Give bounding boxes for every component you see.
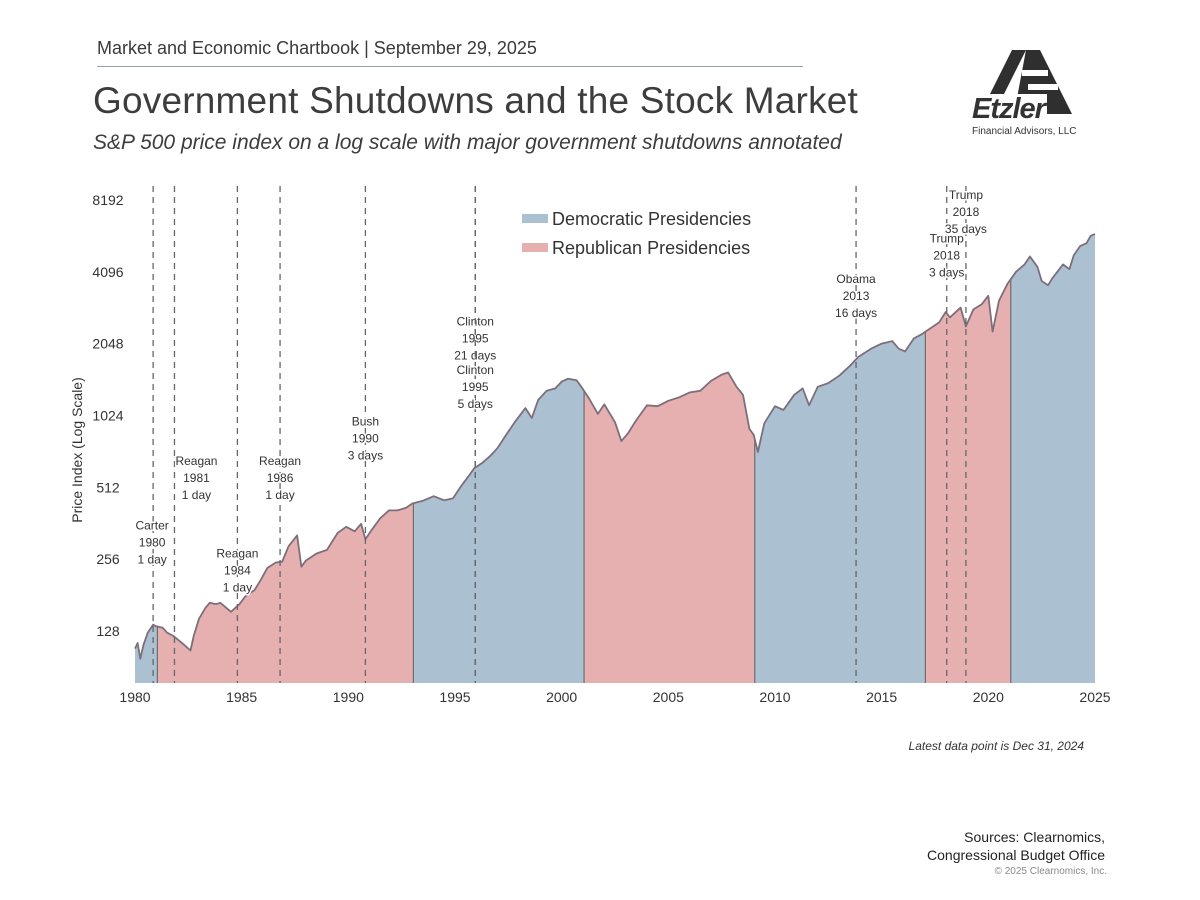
shutdown-label: 1 day — [182, 488, 211, 502]
x-tick-label: 2020 — [973, 689, 1004, 705]
latest-data-note: Latest data point is Dec 31, 2024 — [908, 739, 1084, 753]
presidency-area-3 — [413, 378, 585, 683]
header-divider — [97, 66, 803, 67]
presidency-area-2 — [157, 503, 414, 683]
shutdown-label: Reagan — [175, 454, 217, 468]
shutdown-label: Reagan — [216, 546, 258, 560]
y-tick-label: 128 — [96, 623, 120, 639]
x-tick-label: 2000 — [546, 689, 577, 705]
chartbook-header: Market and Economic Chartbook | Septembe… — [97, 38, 537, 58]
shutdown-label: 2018 — [953, 205, 980, 219]
shutdown-label: 5 days — [458, 397, 493, 411]
shutdown-label: 1 day — [265, 488, 294, 502]
x-tick-label: 2005 — [653, 689, 684, 705]
shutdown-label: Carter — [135, 519, 168, 533]
shutdown-label: 1980 — [139, 536, 166, 550]
shutdown-label: Trump — [949, 188, 984, 202]
shutdown-label: Obama — [836, 272, 876, 286]
x-tick-label: 2010 — [759, 689, 790, 705]
logo-wordmark: Etzler — [970, 93, 1047, 125]
x-tick-label: 2015 — [866, 689, 897, 705]
presidency-area-5 — [754, 331, 926, 683]
presidency-area-1 — [135, 624, 158, 683]
logo-tagline: Financial Advisors, LLC — [972, 126, 1077, 137]
shutdown-label: 16 days — [835, 306, 877, 320]
shutdown-label: 3 days — [348, 449, 383, 463]
sp500-line — [134, 233, 1096, 660]
sources-line-2: Congressional Budget Office — [927, 847, 1105, 863]
x-tick-label: 1990 — [333, 689, 364, 705]
y-tick-label: 1024 — [92, 408, 123, 424]
legend-swatch-1 — [522, 214, 548, 223]
shutdown-label: 1981 — [183, 471, 210, 485]
sources-line-1: Sources: Clearnomics, — [964, 829, 1105, 845]
shutdown-label: Trump — [930, 231, 965, 245]
presidency-area-4 — [584, 372, 755, 683]
shutdown-label: 35 days — [945, 222, 987, 236]
x-tick-label: 1995 — [439, 689, 470, 705]
shutdown-label: 2013 — [843, 289, 870, 303]
presidency-area-6 — [925, 279, 1011, 683]
shutdown-label: 1 day — [137, 553, 166, 567]
x-tick-label: 1985 — [226, 689, 257, 705]
shutdown-label: 1984 — [224, 563, 251, 577]
y-tick-label: 4096 — [92, 264, 123, 280]
x-tick-label: 1980 — [119, 689, 150, 705]
shutdown-label: 1995 — [462, 380, 489, 394]
page-subtitle: S&P 500 price index on a log scale with … — [93, 131, 842, 154]
y-tick-label: 8192 — [92, 192, 123, 208]
shutdown-label: 1995 — [462, 332, 489, 346]
presidency-area-7 — [1010, 234, 1095, 683]
legend-label-1: Democratic Presidencies — [552, 209, 751, 229]
y-axis-label: Price Index (Log Scale) — [69, 377, 85, 523]
legend-label-2: Republican Presidencies — [552, 238, 750, 258]
copyright: © 2025 Clearnomics, Inc. — [994, 866, 1107, 877]
y-tick-label: 2048 — [92, 336, 123, 352]
shutdown-label: 3 days — [929, 265, 964, 279]
shutdown-label: 1990 — [352, 432, 379, 446]
shutdown-label: 1986 — [267, 471, 294, 485]
shutdown-label: Reagan — [259, 454, 301, 468]
shutdown-label: 2018 — [933, 248, 960, 262]
x-tick-label: 2025 — [1079, 689, 1110, 705]
y-tick-label: 512 — [96, 479, 120, 495]
shutdown-label: Bush — [352, 415, 379, 429]
y-tick-label: 256 — [96, 551, 120, 567]
shutdown-label: 1 day — [223, 580, 252, 594]
sources-block: Sources: Clearnomics, Congressional Budg… — [927, 828, 1105, 864]
page-title: Government Shutdowns and the Stock Marke… — [93, 80, 859, 121]
shutdown-label: Clinton — [457, 363, 494, 377]
legend-swatch-2 — [522, 243, 548, 252]
